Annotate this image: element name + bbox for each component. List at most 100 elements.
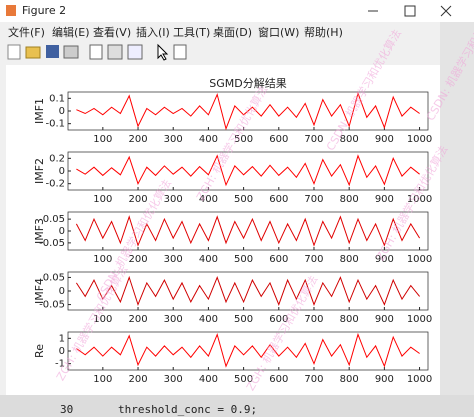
plot-title: SGMD分解结果	[209, 76, 286, 90]
y-tick-label: 0.05	[43, 214, 65, 225]
y-tick-label: -0.05	[39, 238, 65, 249]
x-tick-label: 1000	[407, 374, 432, 385]
x-tick-label: 800	[340, 254, 359, 265]
menu-item[interactable]: 文件(F)	[8, 25, 45, 39]
y-tick-label: -0.2	[45, 179, 65, 190]
x-tick-label: 600	[269, 194, 288, 205]
x-tick-label: 1000	[407, 254, 432, 265]
x-tick-label: 100	[93, 254, 112, 265]
y-axis-label: Re	[33, 344, 46, 358]
x-tick-label: 300	[164, 194, 183, 205]
x-tick-label: 400	[199, 374, 218, 385]
x-tick-label: 800	[340, 314, 359, 325]
menu-item[interactable]: 编辑(E)	[52, 25, 90, 39]
maximize[interactable]	[404, 5, 416, 17]
x-tick-label: 1000	[407, 194, 432, 205]
signal-line	[76, 91, 420, 131]
x-tick-label: 800	[340, 374, 359, 385]
x-tick-label: 100	[93, 374, 112, 385]
tool-new[interactable]	[7, 44, 21, 60]
x-tick-label: 800	[340, 134, 359, 145]
x-tick-label: 900	[375, 374, 394, 385]
x-tick-label: 600	[269, 254, 288, 265]
x-tick-label: 900	[375, 134, 394, 145]
x-tick-label: 900	[375, 254, 394, 265]
y-axis-label: IMF3	[33, 218, 46, 244]
x-tick-label: 700	[304, 194, 323, 205]
x-tick-label: 1000	[407, 134, 432, 145]
y-axis-label: IMF2	[33, 158, 46, 184]
x-tick-label: 300	[164, 254, 183, 265]
menu-item[interactable]: 帮助(H)	[304, 25, 343, 39]
x-tick-label: 500	[234, 374, 253, 385]
x-tick-label: 300	[164, 374, 183, 385]
x-tick-label: 800	[340, 194, 359, 205]
y-tick-label: 1	[59, 333, 65, 344]
x-tick-label: 300	[164, 134, 183, 145]
close[interactable]	[440, 5, 452, 17]
axes-box	[67, 211, 429, 251]
tool-pointer[interactable]	[157, 43, 169, 61]
x-tick-label: 500	[234, 134, 253, 145]
tool-legend[interactable]	[127, 44, 143, 60]
x-tick-label: 700	[304, 374, 323, 385]
x-tick-label: 900	[375, 314, 394, 325]
tool-save[interactable]	[46, 45, 59, 58]
x-tick-label: 300	[164, 314, 183, 325]
x-tick-label: 1000	[407, 314, 432, 325]
signal-line	[76, 154, 420, 187]
app-icon	[6, 5, 16, 16]
x-tick-label: 200	[128, 194, 147, 205]
side-bg	[440, 22, 474, 395]
x-tick-label: 200	[128, 134, 147, 145]
tool-print[interactable]	[63, 45, 79, 59]
tool-colorbar[interactable]	[107, 44, 123, 60]
x-tick-label: 100	[93, 134, 112, 145]
x-tick-label: 500	[234, 194, 253, 205]
y-tick-label: -0.05	[39, 300, 65, 311]
y-tick-label: 0.1	[49, 93, 65, 104]
x-tick-label: 200	[128, 254, 147, 265]
tool-open[interactable]	[25, 46, 41, 59]
toolbar	[7, 43, 187, 61]
x-tick-label: 900	[375, 194, 394, 205]
menu-bar: 文件(F) 编辑(E) 查看(V) 插入(I) 工具(T) 桌面(D) 窗口(W) 帮助(H)	[8, 25, 343, 39]
menu-item[interactable]: 桌面(D)	[213, 26, 252, 39]
signal-line	[75, 215, 421, 247]
y-tick-label: -1	[55, 359, 65, 370]
x-tick-label: 400	[199, 254, 218, 265]
menu-item[interactable]: 插入(I)	[136, 25, 170, 39]
x-tick-label: 600	[269, 134, 288, 145]
x-tick-label: 600	[269, 374, 288, 385]
y-tick-label: 0	[59, 286, 65, 297]
tool-link[interactable]	[89, 44, 103, 60]
x-tick-label: 200	[128, 314, 147, 325]
menu-item[interactable]: 窗口(W)	[258, 25, 299, 39]
x-tick-label: 700	[304, 134, 323, 145]
editor-strip	[0, 395, 474, 417]
y-tick-label: -0.1	[45, 119, 65, 130]
menu-item[interactable]: 查看(V)	[93, 25, 131, 39]
y-tick-label: 0	[59, 106, 65, 117]
x-tick-label: 600	[269, 314, 288, 325]
x-tick-label: 200	[128, 374, 147, 385]
y-tick-label: 0.2	[49, 153, 65, 164]
tool-prop[interactable]	[173, 44, 187, 60]
y-axis-label: IMF4	[33, 278, 46, 304]
x-tick-label: 100	[93, 314, 112, 325]
code-text: threshold_conc = 0.9;	[118, 403, 257, 416]
x-tick-label: 500	[234, 314, 253, 325]
menu-item[interactable]: 工具(T)	[173, 26, 210, 39]
y-axis-label: IMF1	[33, 98, 46, 124]
x-tick-label: 500	[234, 254, 253, 265]
window-title: Figure 2	[22, 4, 66, 17]
x-tick-label: 400	[199, 314, 218, 325]
y-tick-label: 0	[59, 346, 65, 357]
x-tick-label: 100	[93, 194, 112, 205]
x-tick-label: 400	[199, 134, 218, 145]
signal-line	[76, 332, 420, 368]
y-tick-label: 0.05	[43, 272, 65, 283]
signal-line	[75, 275, 420, 307]
